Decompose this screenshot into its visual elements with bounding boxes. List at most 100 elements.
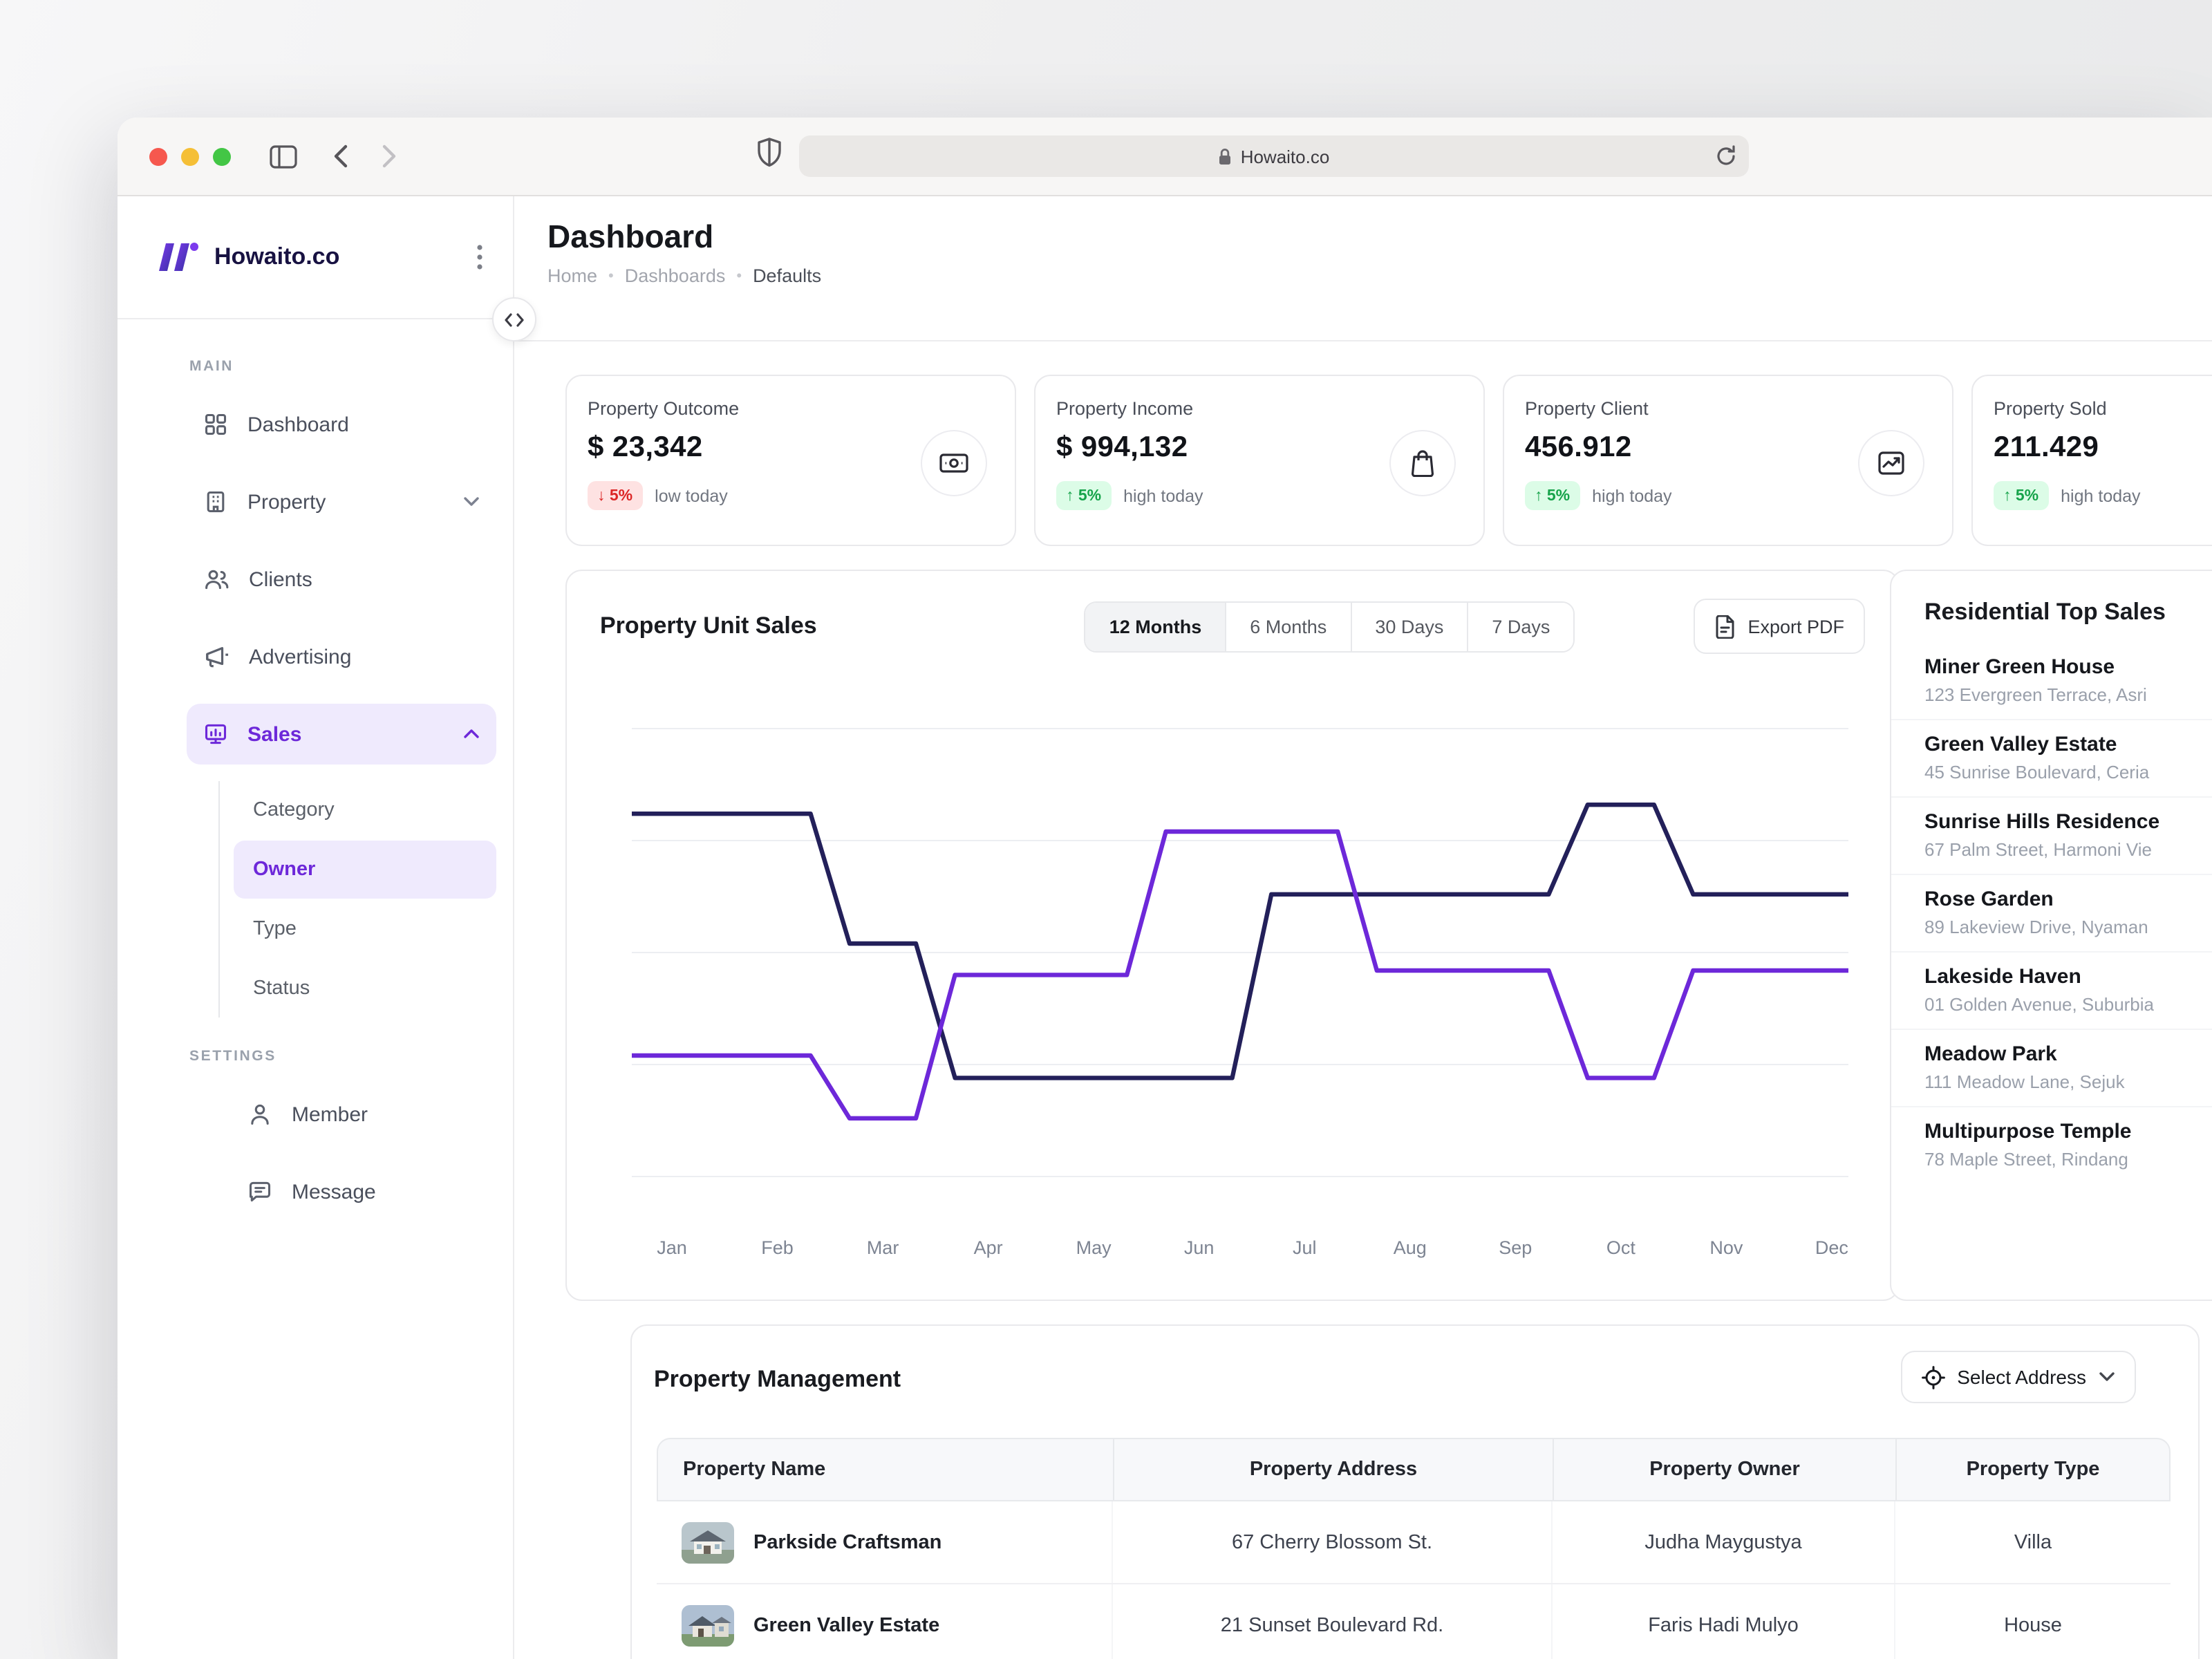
cell-property-name: Green Valley Estate — [753, 1614, 939, 1636]
stat-note: high today — [1123, 486, 1203, 505]
breadcrumb-current: Defaults — [753, 265, 821, 286]
chevron-down-icon — [2099, 1371, 2115, 1382]
sidebar-subitem-status[interactable]: Status — [234, 959, 496, 1018]
breadcrumb-home[interactable]: Home — [547, 265, 597, 286]
property-thumbnail — [682, 1604, 734, 1646]
sidebar-item-label: Dashboard — [247, 413, 349, 436]
megaphone-icon — [203, 644, 229, 669]
sidebar-toggle-icon[interactable] — [270, 144, 297, 168]
table-row[interactable]: Green Valley Estate 21 Sunset Boulevard … — [657, 1584, 2171, 1659]
privacy-shield-icon[interactable] — [756, 137, 782, 167]
sidebar-item-label: Member — [292, 1103, 368, 1126]
sales-chart-icon — [203, 722, 228, 747]
property-address: 45 Sunrise Boulevard, Ceria — [1924, 762, 2212, 782]
breadcrumb: Home • Dashboards • Defaults — [547, 265, 2212, 286]
select-address-button[interactable]: Select Address — [1900, 1351, 2136, 1403]
stat-card-property-outcome: Property Outcome $ 23,342 ↓ 5% low today — [565, 375, 1016, 546]
property-name: Multipurpose Temple — [1924, 1120, 2212, 1143]
subitem-label: Owner — [253, 859, 315, 881]
property-address: 123 Evergreen Terrace, Asri — [1924, 684, 2212, 705]
back-button[interactable] — [333, 144, 348, 169]
section-label-settings: SETTINGS — [189, 1048, 496, 1065]
property-name: Rose Garden — [1924, 888, 2212, 911]
page-header: Dashboard Home • Dashboards • Defaults — [514, 196, 2212, 341]
residential-top-sales-card: Residential Top Sales Miner Green House … — [1890, 570, 2212, 1301]
sidebar-subitem-type[interactable]: Type — [234, 900, 496, 958]
breadcrumb-dashboards[interactable]: Dashboards — [625, 265, 726, 286]
range-segmented-control: 12 Months 6 Months 30 Days 7 Days — [1085, 601, 1575, 652]
list-item[interactable]: Meadow Park 111 Meadow Lane, Sejuk — [1891, 1030, 2212, 1107]
month-tick-label: Apr — [974, 1237, 1003, 1258]
sidebar-item-clients[interactable]: Clients — [187, 549, 496, 610]
sidebar-item-member[interactable]: Member — [187, 1084, 496, 1145]
chart-title: Property Unit Sales — [600, 612, 817, 640]
sidebar-menu-kebab-icon[interactable] — [477, 245, 482, 270]
sidebar-collapse-button[interactable] — [492, 297, 536, 341]
sidebar-item-message[interactable]: Message — [187, 1161, 496, 1222]
refresh-icon[interactable] — [1716, 145, 1736, 167]
sidebar-item-label: Advertising — [249, 645, 351, 668]
sidebar: Howaito.co MAIN Dashboard — [118, 196, 514, 1659]
target-icon — [1921, 1365, 1944, 1389]
month-tick-label: Feb — [761, 1237, 794, 1258]
trend-badge: ↓ 5% — [588, 481, 642, 510]
image-chart-icon — [1858, 430, 1924, 496]
list-item[interactable]: Rose Garden 89 Lakeview Drive, Nyaman — [1891, 875, 2212, 953]
month-tick-label: May — [1076, 1237, 1112, 1258]
trend-badge: ↑ 5% — [1525, 481, 1580, 510]
users-icon — [203, 567, 229, 592]
chart-month-axis: JanFebMarAprMayJunJulAugSepOctNovDec — [632, 1237, 1848, 1262]
list-item[interactable]: Sunrise Hills Residence 67 Palm Street, … — [1891, 798, 2212, 875]
breadcrumb-separator: • — [736, 268, 742, 284]
sidebar-item-advertising[interactable]: Advertising — [187, 626, 496, 687]
sidebar-item-label: Clients — [249, 568, 312, 591]
building-icon — [203, 489, 228, 514]
stat-label: Property Income — [1056, 398, 1461, 419]
property-table: Property Name Property Address Property … — [657, 1438, 2171, 1659]
sidebar-subitem-owner[interactable]: Owner — [234, 841, 496, 899]
subitem-label: Type — [253, 918, 297, 940]
subitem-label: Category — [253, 799, 335, 821]
range-12-months[interactable]: 12 Months — [1086, 602, 1226, 650]
window-controls — [149, 147, 231, 165]
export-pdf-button[interactable]: Export PDF — [1694, 599, 1865, 654]
sidebar-subitem-category[interactable]: Category — [234, 781, 496, 839]
url-text: Howaito.co — [1241, 146, 1330, 167]
banknote-icon — [921, 430, 987, 496]
browser-toolbar: Howaito.co — [118, 118, 2212, 196]
list-item[interactable]: Green Valley Estate 45 Sunrise Boulevard… — [1891, 720, 2212, 798]
range-7-days[interactable]: 7 Days — [1467, 602, 1573, 650]
list-item[interactable]: Lakeside Haven 01 Golden Avenue, Suburbi… — [1891, 953, 2212, 1030]
list-item[interactable]: Multipurpose Temple 78 Maple Street, Rin… — [1891, 1107, 2212, 1183]
stat-cards-row: Property Outcome $ 23,342 ↓ 5% low today — [565, 375, 2212, 546]
brand-logo-icon — [156, 239, 200, 275]
sidebar-item-sales[interactable]: Sales — [187, 704, 496, 765]
range-30-days[interactable]: 30 Days — [1350, 602, 1467, 650]
address-bar[interactable]: Howaito.co — [799, 135, 1749, 177]
cell-property-owner: Judha Maygustya — [1551, 1501, 1894, 1583]
stat-label: Property Sold — [1994, 398, 2212, 419]
month-tick-label: Jun — [1184, 1237, 1215, 1258]
property-name: Meadow Park — [1924, 1042, 2212, 1066]
col-property-owner: Property Owner — [1553, 1439, 1895, 1500]
property-address: 78 Maple Street, Rindang — [1924, 1149, 2212, 1170]
month-tick-label: Nov — [1709, 1237, 1743, 1258]
range-6-months[interactable]: 6 Months — [1225, 602, 1350, 650]
sidebar-item-label: Property — [247, 490, 326, 514]
property-name: Miner Green House — [1924, 655, 2212, 679]
table-header-row: Property Name Property Address Property … — [657, 1438, 2171, 1501]
month-tick-label: Mar — [867, 1237, 899, 1258]
table-row[interactable]: Parkside Craftsman 67 Cherry Blossom St.… — [657, 1501, 2171, 1584]
minimize-window-button[interactable] — [181, 147, 199, 165]
list-item[interactable]: Miner Green House 123 Evergreen Terrace,… — [1891, 643, 2212, 720]
chevron-down-icon — [463, 496, 480, 507]
property-name: Green Valley Estate — [1924, 733, 2212, 756]
month-tick-label: Dec — [1815, 1237, 1848, 1258]
forward-button[interactable] — [382, 144, 397, 169]
sidebar-item-dashboard[interactable]: Dashboard — [187, 394, 496, 455]
breadcrumb-separator: • — [608, 268, 614, 284]
sidebar-item-property[interactable]: Property — [187, 471, 496, 532]
property-address: 89 Lakeview Drive, Nyaman — [1924, 917, 2212, 937]
zoom-window-button[interactable] — [213, 147, 231, 165]
close-window-button[interactable] — [149, 147, 167, 165]
